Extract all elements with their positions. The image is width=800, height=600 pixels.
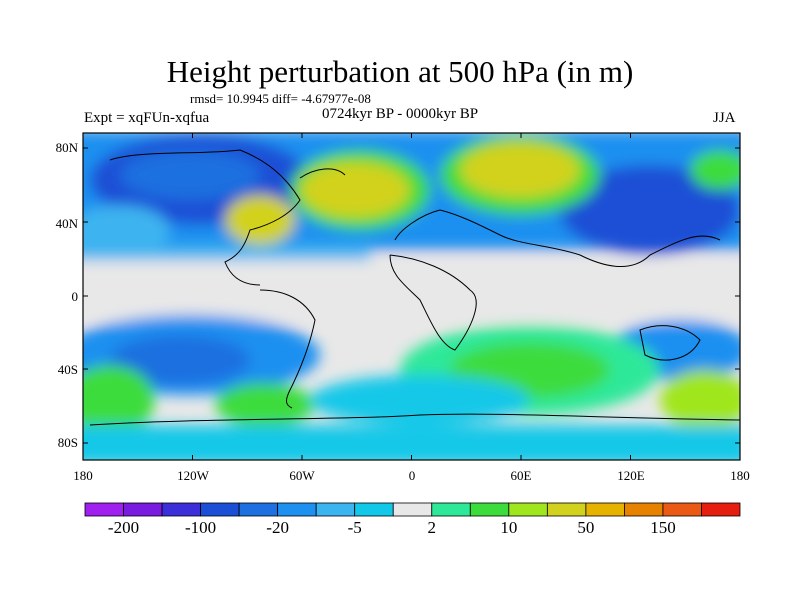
colorbar-swatch (84, 502, 124, 517)
colorbar-label: -20 (266, 518, 289, 537)
period-label: 0724kyr BP - 0000kyr BP (322, 106, 479, 122)
season-label: JJA (713, 110, 736, 126)
colorbar-swatch (238, 502, 279, 517)
colorbar-swatch (392, 502, 433, 517)
lat-tick-label: 40N (55, 216, 78, 231)
lon-tick-label: 60E (510, 468, 532, 483)
colorbar-label: -200 (107, 518, 140, 537)
lon-tick-label: 180 (73, 468, 93, 483)
colorbar-swatch (546, 502, 587, 517)
colorbar-label: 150 (650, 518, 676, 537)
height-field (83, 133, 740, 460)
colorbar-label: 2 (427, 518, 437, 537)
lat-tick-label: 80N (55, 140, 78, 155)
colorbar-label: 50 (577, 518, 595, 537)
stats-line: rmsd= 10.9945 diff= -4.67977e-08 (190, 91, 371, 106)
lon-tick-label: 120W (177, 468, 209, 483)
lon-tick-label: 60W (289, 468, 315, 483)
colorbar-swatch (585, 502, 625, 517)
colorbar-swatch (277, 502, 317, 517)
lat-tick-label: 0 (71, 289, 79, 304)
colorbar-swatch (431, 502, 471, 517)
colorbar-swatch (624, 502, 664, 517)
colorbar-swatch (200, 502, 240, 517)
colorbar-label: 10 (500, 518, 518, 537)
lon-tick-label: 120E (617, 468, 645, 483)
colorbar-swatch (508, 502, 548, 517)
colorbar-label: -100 (184, 518, 217, 537)
colorbar-swatch (315, 502, 356, 517)
lon-tick-label: 180 (730, 468, 750, 483)
colorbar-swatch (469, 502, 510, 517)
coastlines (89, 149, 740, 426)
colorbar-swatch (662, 502, 702, 517)
colorbar-swatch (123, 502, 163, 517)
experiment-label: Expt = xqFUn-xqfua (84, 110, 210, 126)
lat-tick-label: 40S (57, 362, 78, 377)
lon-tick-label: 0 (408, 468, 416, 483)
lat-tick-label: 80S (57, 435, 78, 450)
plot-title: Height perturbation at 500 hPa (in m) (166, 54, 634, 89)
colorbar-swatch (701, 502, 741, 517)
colorbar (84, 502, 741, 517)
colorbar-swatch (161, 502, 201, 517)
axis-ticks (82, 133, 741, 460)
colorbar-label: -5 (347, 518, 362, 537)
colorbar-swatch (354, 502, 394, 517)
